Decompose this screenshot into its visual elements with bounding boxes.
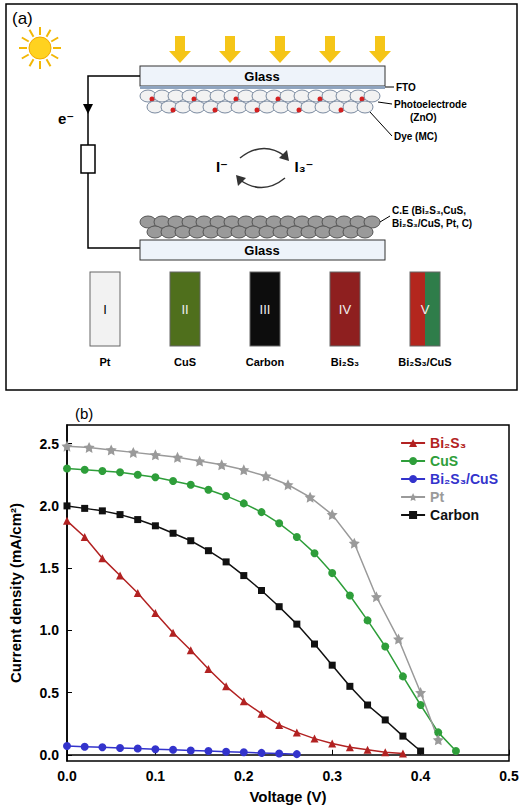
- svg-text:I: I: [103, 302, 107, 317]
- svg-text:2.0: 2.0: [40, 498, 60, 514]
- svg-text:IV: IV: [339, 302, 352, 317]
- svg-text:Carbon: Carbon: [246, 356, 285, 368]
- svg-text:0.3: 0.3: [322, 768, 342, 784]
- svg-text:1.0: 1.0: [40, 622, 60, 638]
- svg-text:(b): (b): [75, 405, 93, 422]
- svg-text:Voltage (V): Voltage (V): [249, 788, 326, 805]
- svg-text:Pt: Pt: [430, 489, 444, 505]
- svg-text:0.1: 0.1: [146, 768, 166, 784]
- svg-text:Bi₂S₃: Bi₂S₃: [430, 435, 466, 451]
- svg-text:Bi₂S₃/CuS, Pt, C): Bi₂S₃/CuS, Pt, C): [392, 218, 472, 229]
- svg-text:Glass: Glass: [244, 69, 279, 84]
- svg-text:Current density (mA/cm²): Current density (mA/cm²): [7, 503, 24, 683]
- svg-text:0.0: 0.0: [40, 747, 60, 763]
- svg-text:C.E (Bi₂S₃,CuS,: C.E (Bi₂S₃,CuS,: [392, 205, 466, 216]
- svg-text:0.0: 0.0: [57, 768, 77, 784]
- svg-text:Carbon: Carbon: [430, 507, 479, 523]
- svg-text:III: III: [260, 302, 271, 317]
- svg-text:Glass: Glass: [244, 243, 279, 258]
- svg-text:CuS: CuS: [430, 453, 458, 469]
- svg-text:0.5: 0.5: [40, 685, 60, 701]
- svg-text:(ZnO): (ZnO): [410, 112, 437, 123]
- svg-text:FTO: FTO: [396, 82, 416, 93]
- svg-text:Bi₂S₃/CuS: Bi₂S₃/CuS: [430, 471, 498, 487]
- svg-text:(a): (a): [12, 9, 33, 28]
- svg-text:I₃⁻: I₃⁻: [294, 158, 313, 175]
- svg-text:V: V: [421, 302, 430, 317]
- svg-text:Photoelectrode: Photoelectrode: [394, 99, 467, 110]
- svg-text:e⁻: e⁻: [58, 110, 74, 127]
- svg-text:0.4: 0.4: [411, 768, 431, 784]
- svg-text:0.2: 0.2: [234, 768, 254, 784]
- svg-text:1.5: 1.5: [40, 560, 60, 576]
- svg-text:Bi₂S₃/CuS: Bi₂S₃/CuS: [398, 356, 451, 368]
- svg-text:0.5: 0.5: [499, 768, 519, 784]
- svg-text:I⁻: I⁻: [216, 158, 228, 175]
- svg-text:2.5: 2.5: [40, 436, 60, 452]
- svg-text:Bi₂S₃: Bi₂S₃: [331, 356, 359, 368]
- svg-text:Dye (MC): Dye (MC): [394, 131, 437, 142]
- svg-text:II: II: [181, 302, 188, 317]
- svg-text:CuS: CuS: [174, 356, 196, 368]
- svg-text:Pt: Pt: [100, 356, 111, 368]
